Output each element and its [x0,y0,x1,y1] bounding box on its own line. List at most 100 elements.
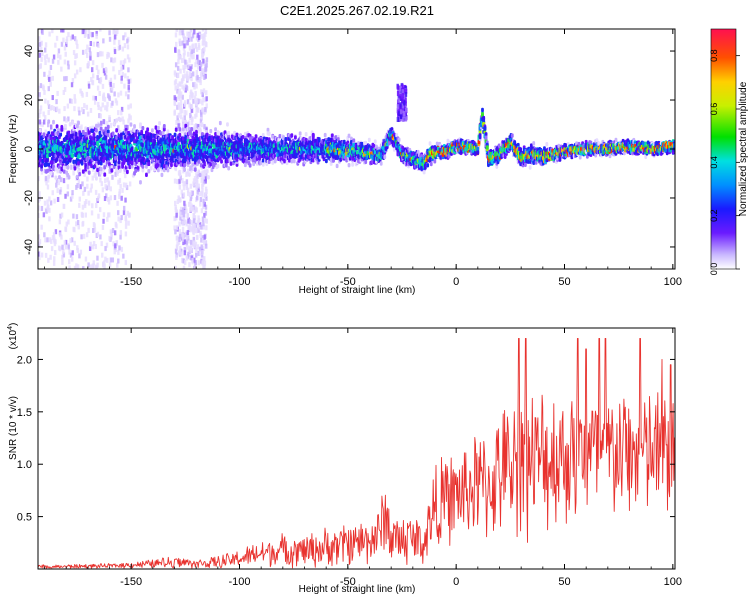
spectrogram-cell [187,63,191,69]
spectrogram-cell [194,260,198,266]
spectrogram-cell [99,207,102,213]
spectrogram-cell [203,74,206,80]
spectrogram-cell [120,66,123,72]
spectrogram-cell [174,85,177,91]
spectrogram-cell [195,195,199,201]
spectrogram-cell [73,265,77,269]
spectrogram-cell [83,29,86,34]
spectrogram-cell [127,67,130,73]
spectrogram-cell [39,105,43,111]
spectrogram-cell [86,111,90,117]
spectrogram-cell [179,211,182,217]
spectrogram-cell [190,120,194,126]
spectrogram-cell [373,139,377,144]
spectrogram-cell [396,90,400,96]
spectrogram-cell [87,83,91,89]
spectrogram-cell [106,177,109,183]
spectrogram-cell [182,130,186,136]
spectrogram-cell [69,252,73,258]
spectrogram-cell [95,203,98,209]
spectrogram-cell [198,60,201,66]
spectrogram-cell [127,87,131,93]
spectrogram-cell [193,257,196,263]
spectrogram-cell [400,113,403,119]
spectrogram-cell [195,177,198,183]
spectrogram-cell [80,234,83,240]
spectrogram-cell [195,112,198,118]
spectrogram-cell [98,113,101,119]
spectrogram-cell [311,135,315,141]
spectrogram-cell [122,210,126,216]
spectrogram-cell [187,120,191,126]
spectrogram-cell [65,174,69,180]
spectrogram-cell [186,40,189,46]
spectrogram-cell [119,60,123,66]
spectrogram-cell [129,137,133,143]
spectrogram-cell [396,117,400,123]
spectrogram-cell [75,39,78,45]
spectrogram-cell [91,125,94,131]
spectrogram-cell [178,178,181,184]
spectrogram-cell [83,103,86,109]
spectrogram-cell [130,146,134,151]
spectrogram-cell [62,203,66,209]
spectrogram-cell [104,184,107,190]
spectrogram-cell [183,167,186,172]
spectrogram-cell [195,46,199,52]
spectrogram-cell [146,127,150,132]
spectrogram-cell [188,262,191,268]
spectrogram-cell [77,179,81,185]
spectrogram-cell [179,40,182,46]
spectrogram-cell [96,255,99,261]
spectrogram-cell [99,177,102,183]
spectrogram-cell [38,205,40,211]
spectrogram-cell [38,85,40,91]
spectrogram-cell [82,233,86,239]
spectrogram-cell [111,227,115,233]
spectrogram-cell [183,100,187,106]
spectrogram-cell [204,31,207,37]
spectrogram-cell [196,97,199,103]
spectrogram-cell [68,249,71,255]
spectrogram-cell [117,125,120,131]
spectrogram-cell [79,67,82,73]
spectrogram-cell [38,137,41,142]
spectrogram-cell [204,64,207,70]
spectrogram-cell [404,97,407,103]
spectrogram-cell [71,34,75,40]
spectrogram-cell [197,35,201,41]
spectrogram-cell [134,168,138,174]
spectrogram-cell [44,47,47,53]
spectrogram-cell [73,73,77,79]
spectrogram-cell [204,73,207,79]
spectrogram-cell [106,132,110,138]
spectrogram-cell [189,239,193,245]
spectrogram-cell [63,106,66,112]
spectrogram-cell [183,109,186,115]
spectrogram-cell [86,176,89,182]
spectrogram-cell [96,167,99,173]
spectrogram-cell [95,30,98,36]
spectrogram-cell [103,196,107,202]
spectrogram-cell [123,58,127,64]
spectrogram-cell [182,185,186,191]
spectrogram-cell [186,99,190,105]
spectrogram-cell [38,41,42,47]
spectrogram-cell [122,119,125,125]
spectrogram-cell [119,230,123,236]
spectrogram-cell [208,135,211,141]
spectrogram-cell [179,175,182,181]
figure-title: C2E1.2025.267.02.19.R21 [280,3,434,18]
spectrogram-cell [97,193,101,199]
spectrogram-cell [109,186,112,192]
spectrogram-cell [195,35,199,41]
spectrogram-cell [107,93,110,99]
spectrogram-cell [105,68,108,74]
spectrogram-cell [187,172,191,177]
spectrogram-cell [181,84,184,90]
spectrogram-cell [63,76,66,82]
spectrogram-cell [106,51,109,57]
spectrogram-cell [39,109,42,115]
spectrogram-cell [92,95,95,101]
spectrogram-cell [209,128,213,134]
